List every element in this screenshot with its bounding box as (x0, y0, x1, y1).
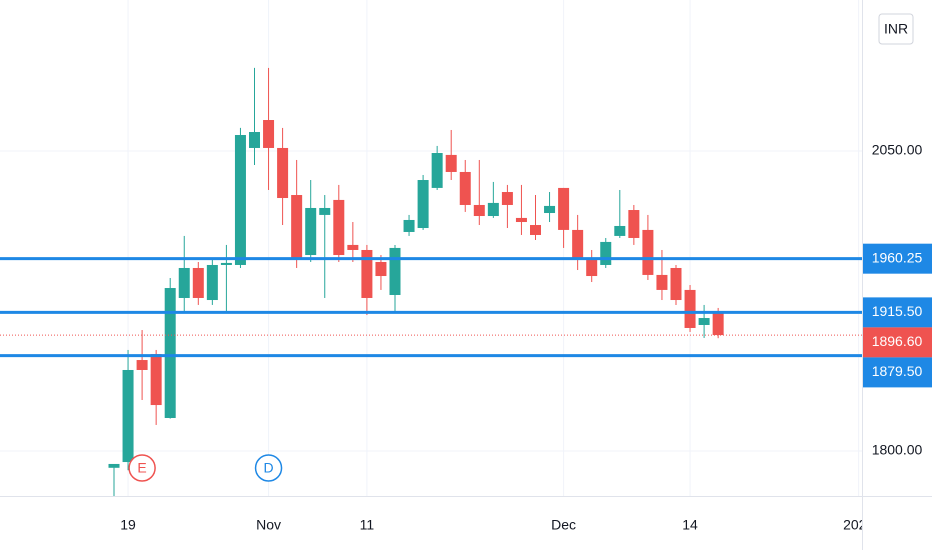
candle-body (277, 147, 289, 199)
candle-body (220, 262, 232, 265)
candle-body (586, 258, 598, 277)
candle-body (558, 187, 570, 230)
candle-body (122, 369, 134, 463)
currency-box[interactable] (878, 13, 914, 45)
candle-body (684, 289, 696, 328)
y-tick-label: 2050.00 (872, 142, 923, 158)
price-label-box (863, 297, 932, 328)
candle-body (347, 244, 359, 250)
candle-body (164, 288, 176, 418)
price-label: 1896.60 (872, 333, 923, 349)
candle-body (530, 225, 541, 235)
candle-body (656, 274, 668, 290)
event-marker (128, 454, 156, 482)
price-label: 1915.50 (872, 303, 923, 319)
candle-body (403, 219, 415, 232)
candle-body (670, 267, 682, 301)
currency-button[interactable]: INR (878, 13, 914, 45)
candle-body (614, 225, 626, 236)
x-tick-label: Nov (256, 517, 281, 533)
candle-body (487, 202, 499, 217)
candle-body (263, 120, 275, 148)
candle-body (445, 154, 457, 172)
candle-body (192, 267, 204, 298)
x-tick-label: 11 (360, 517, 375, 533)
candle-body (600, 241, 612, 265)
price-label-box (863, 327, 932, 358)
candle-body (572, 229, 584, 259)
y-tick-label: 1800.00 (872, 442, 923, 458)
candle-body (178, 267, 190, 298)
event-label: E (137, 460, 146, 476)
price-label-box (863, 243, 932, 274)
price-label-box (863, 357, 932, 388)
candle-body (473, 204, 485, 217)
price-label: 1960.25 (872, 249, 923, 265)
candle-body (136, 360, 148, 370)
x-tick-label: 19 (120, 517, 136, 533)
x-axis: 19 Nov 11 Dec 14 2021 (120, 517, 874, 533)
candle-body (642, 229, 654, 275)
candle-body (234, 135, 246, 265)
candle-body (431, 153, 443, 188)
event-marker (254, 454, 283, 482)
candle-body (249, 132, 260, 148)
candle-body (361, 249, 373, 298)
currency-label[interactable]: INR (884, 21, 908, 37)
candle-body (417, 180, 429, 229)
candle-body (698, 318, 710, 325)
candle-body (375, 261, 387, 277)
candle-body (291, 195, 303, 260)
y-axis: 1800.00 2050.00 1960.25 1915.50 1896.60 1879.… (863, 142, 932, 458)
candle-body (515, 217, 527, 223)
candle-body (389, 247, 401, 295)
candle-body (333, 199, 345, 256)
x-tick-label: 2021 (843, 517, 874, 533)
candle-body (501, 192, 513, 205)
candle-body (712, 312, 724, 336)
candle-body (544, 205, 556, 214)
candle-body (319, 207, 331, 215)
x-tick-label: Dec (551, 517, 576, 533)
candle-body (628, 210, 640, 238)
candle-body (150, 354, 162, 406)
event-label: D (263, 460, 273, 476)
candle-body (305, 207, 317, 256)
candle-body (206, 264, 218, 301)
price-label: 1879.50 (872, 363, 923, 379)
candle-body (459, 171, 471, 205)
x-tick-label: 14 (682, 517, 698, 533)
candle-body (108, 463, 120, 468)
